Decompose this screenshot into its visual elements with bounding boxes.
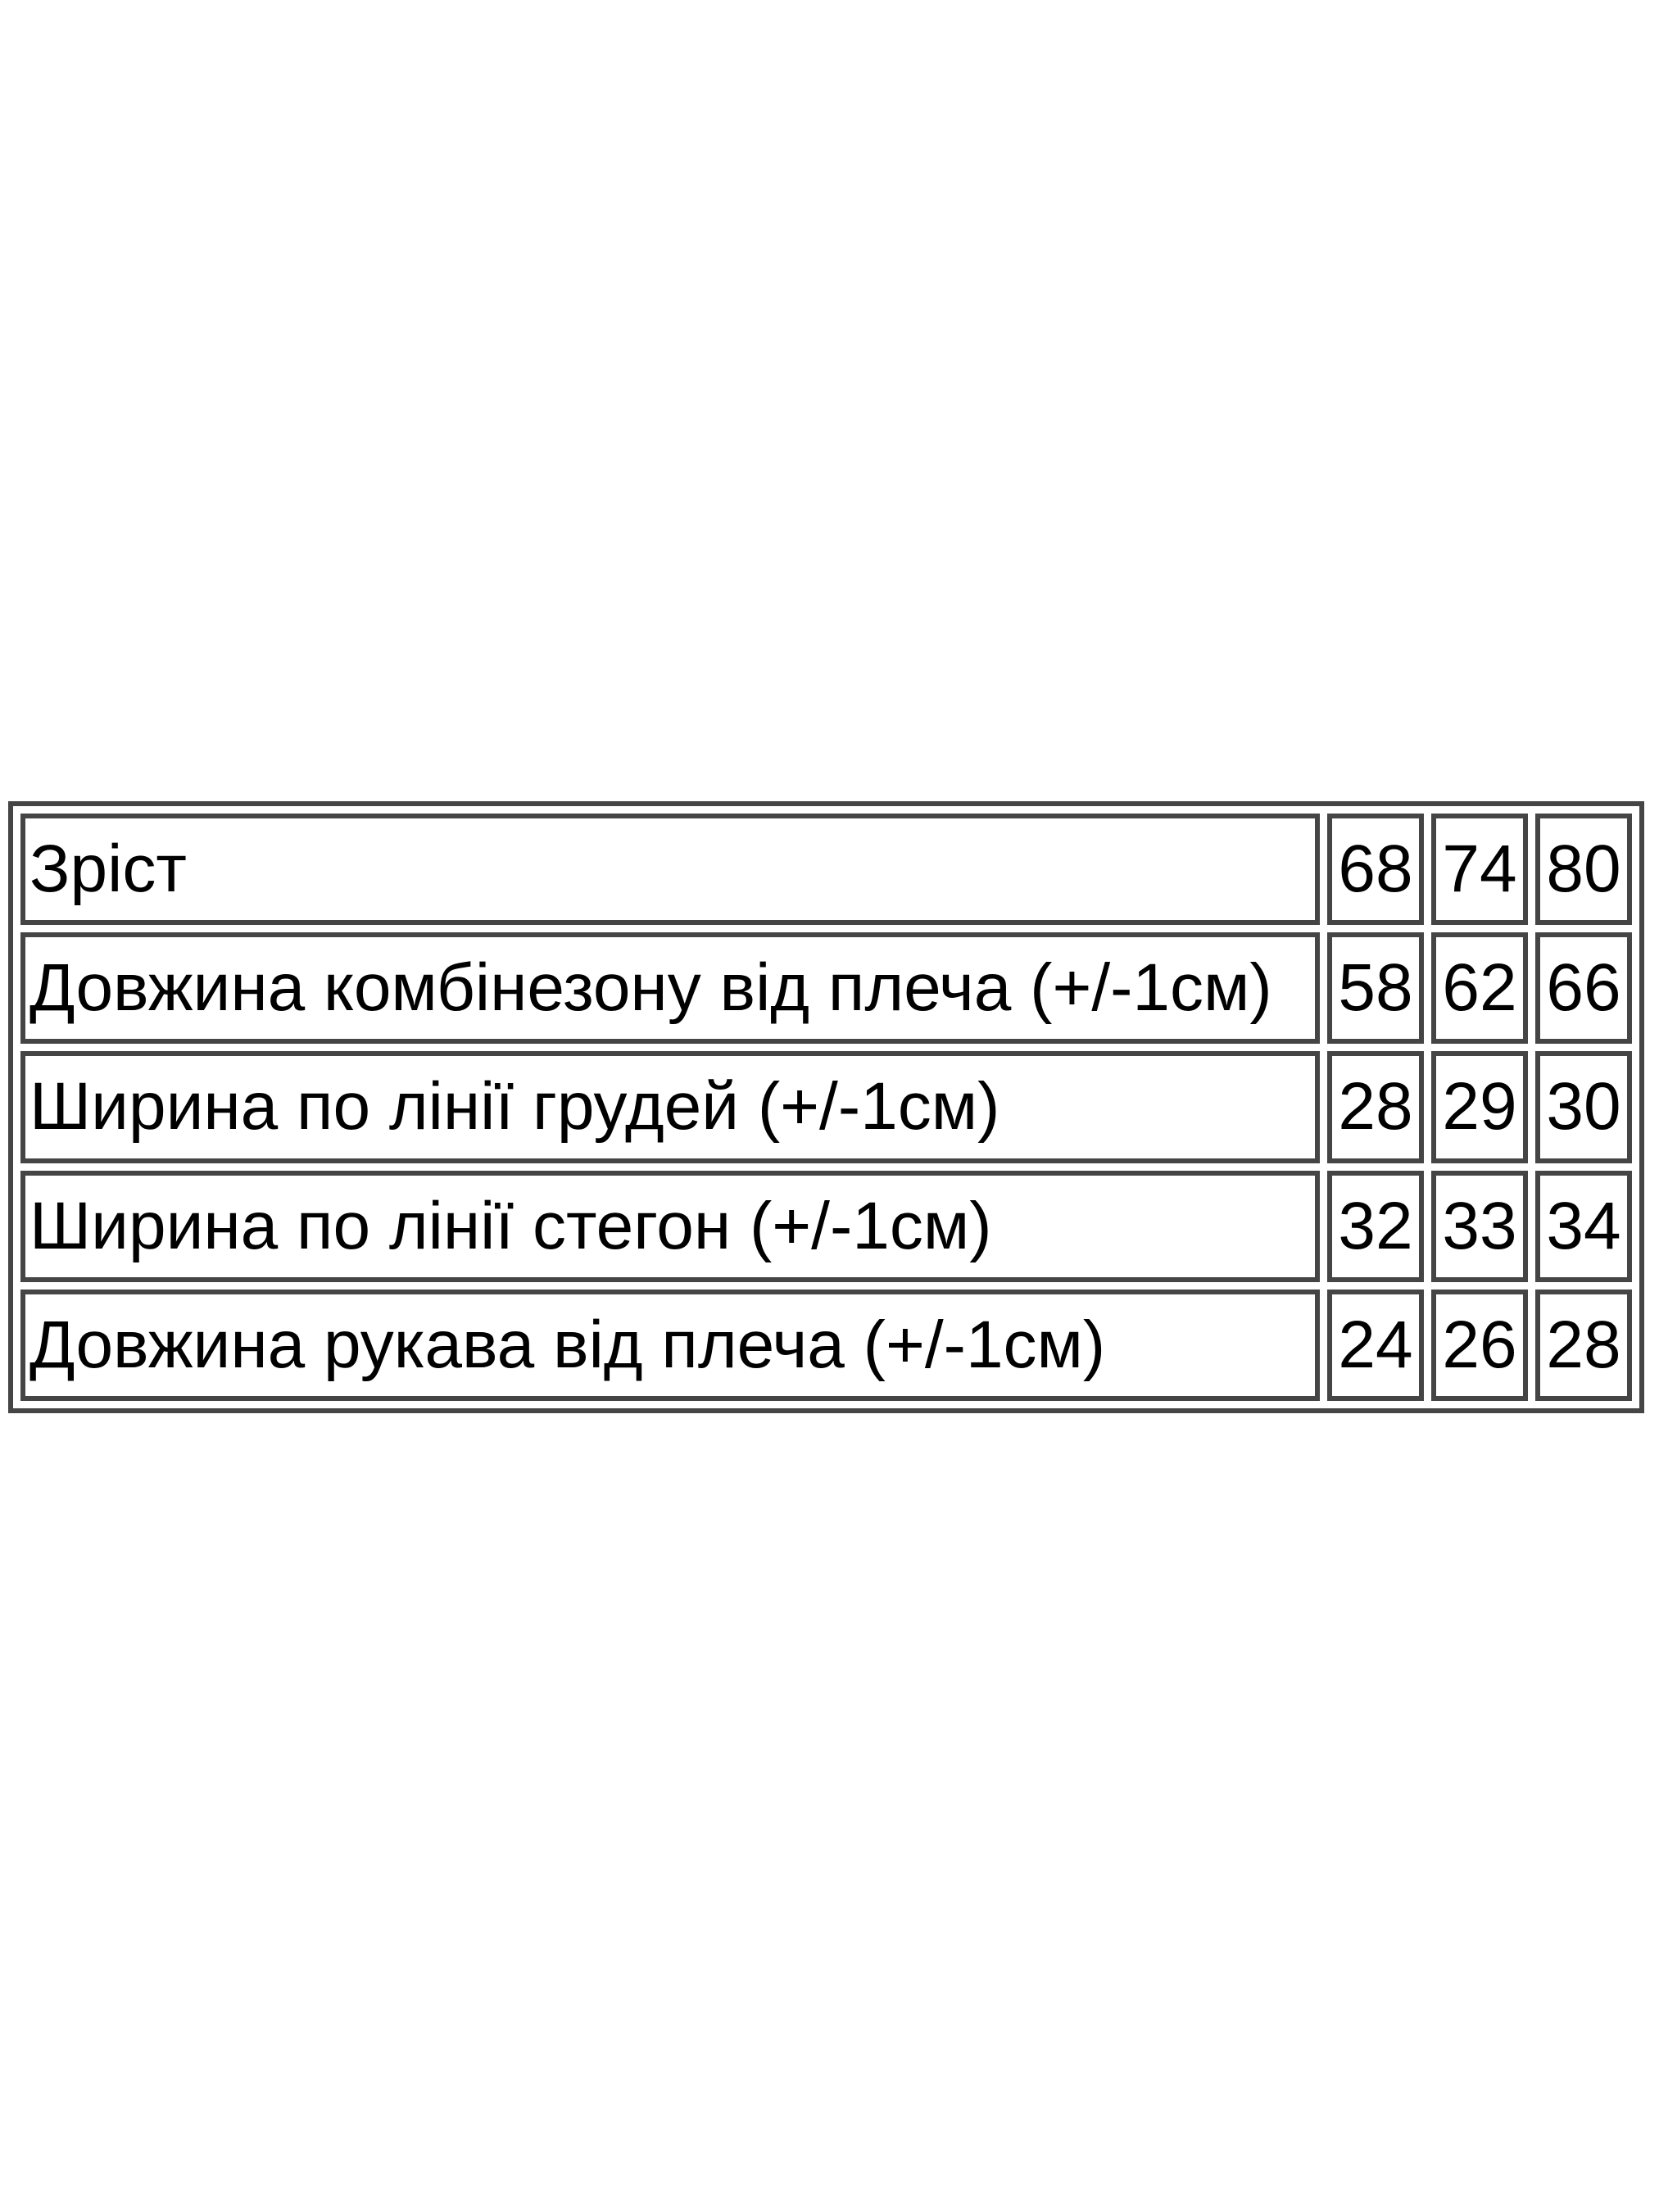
row-value: 62 bbox=[1431, 932, 1528, 1045]
row-value: 68 bbox=[1327, 814, 1424, 926]
row-value: 32 bbox=[1327, 1170, 1424, 1282]
row-label: Довжина комбінезону від плеча (+/-1см) bbox=[20, 932, 1320, 1045]
table-row: Довжина комбінезону від плеча (+/-1см) 58… bbox=[20, 932, 1632, 1045]
row-value: 66 bbox=[1535, 932, 1632, 1045]
row-value: 80 bbox=[1535, 814, 1632, 926]
row-value: 28 bbox=[1535, 1289, 1632, 1401]
table-row: Ширина по лінії стегон (+/-1см) 32 33 34 bbox=[20, 1170, 1632, 1282]
table-row: Зріст 68 74 80 bbox=[20, 814, 1632, 926]
row-value: 34 bbox=[1535, 1170, 1632, 1282]
row-value: 29 bbox=[1431, 1051, 1528, 1163]
size-table-body: Зріст 68 74 80 Довжина комбінезону від плеча… bbox=[20, 814, 1632, 1401]
row-value: 26 bbox=[1431, 1289, 1528, 1401]
row-value: 33 bbox=[1431, 1170, 1528, 1282]
row-value: 58 bbox=[1327, 932, 1424, 1045]
row-value: 28 bbox=[1327, 1051, 1424, 1163]
size-table: Зріст 68 74 80 Довжина комбінезону від плеча… bbox=[8, 801, 1644, 1413]
row-value: 24 bbox=[1327, 1289, 1424, 1401]
row-label: Ширина по лінії грудей (+/-1см) bbox=[20, 1051, 1320, 1163]
row-label: Ширина по лінії стегон (+/-1см) bbox=[20, 1170, 1320, 1282]
table-row: Довжина рукава від плеча (+/-1см) 24 26 28 bbox=[20, 1289, 1632, 1401]
row-label: Зріст bbox=[20, 814, 1320, 926]
row-label: Довжина рукава від плеча (+/-1см) bbox=[20, 1289, 1320, 1401]
row-value: 74 bbox=[1431, 814, 1528, 926]
row-value: 30 bbox=[1535, 1051, 1632, 1163]
table-row: Ширина по лінії грудей (+/-1см) 28 29 30 bbox=[20, 1051, 1632, 1163]
